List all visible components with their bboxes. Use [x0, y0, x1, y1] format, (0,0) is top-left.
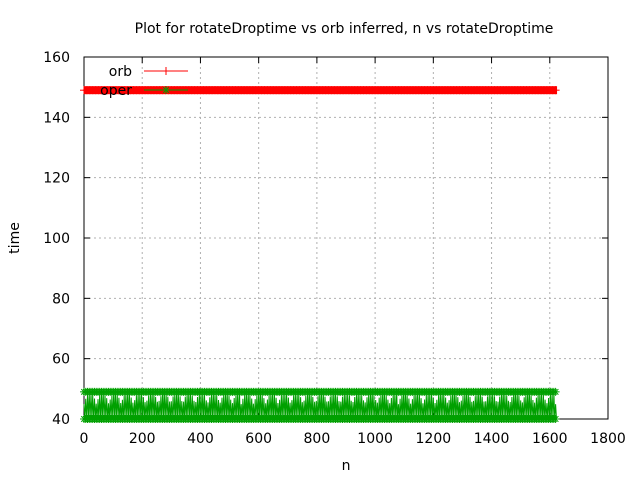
legend-label-orb: orb [109, 64, 132, 80]
x-tick-label: 800 [304, 431, 331, 447]
x-tick-label: 1400 [474, 431, 510, 447]
series-oper [80, 387, 560, 423]
tick-marks: 0 200 400 600 800 1000 1200 1400 1600 1800 40 60 80 1… [43, 50, 626, 447]
series-oper-point [551, 415, 560, 423]
grid-lines [84, 57, 608, 419]
series-oper-point [551, 387, 560, 396]
y-axis-label: time [7, 222, 23, 254]
x-tick-label: 1000 [357, 431, 393, 447]
x-tick-label: 0 [80, 431, 89, 447]
x-tick-label: 1600 [532, 431, 568, 447]
series-orb-point [551, 86, 560, 95]
x-tick-label: 1200 [416, 431, 452, 447]
y-tick-label: 40 [52, 412, 70, 428]
x-tick-label: 1800 [590, 431, 626, 447]
y-tick-label: 120 [43, 171, 70, 187]
series-oper-line [83, 391, 557, 420]
y-tick-label: 60 [52, 352, 70, 368]
x-tick-label: 600 [245, 431, 272, 447]
chart-title: Plot for rotateDroptime vs orb inferred,… [135, 21, 554, 37]
x-tick-label: 400 [187, 431, 214, 447]
legend-label-oper: oper [100, 83, 132, 99]
x-axis-label: n [342, 458, 351, 474]
y-tick-label: 100 [43, 231, 70, 247]
x-tick-label: 200 [129, 431, 156, 447]
legend-marker-diag [162, 86, 170, 94]
legend: orb oper [100, 64, 188, 99]
y-tick-label: 140 [43, 110, 70, 126]
y-tick-label: 160 [43, 50, 70, 66]
y-tick-label: 80 [52, 291, 70, 307]
